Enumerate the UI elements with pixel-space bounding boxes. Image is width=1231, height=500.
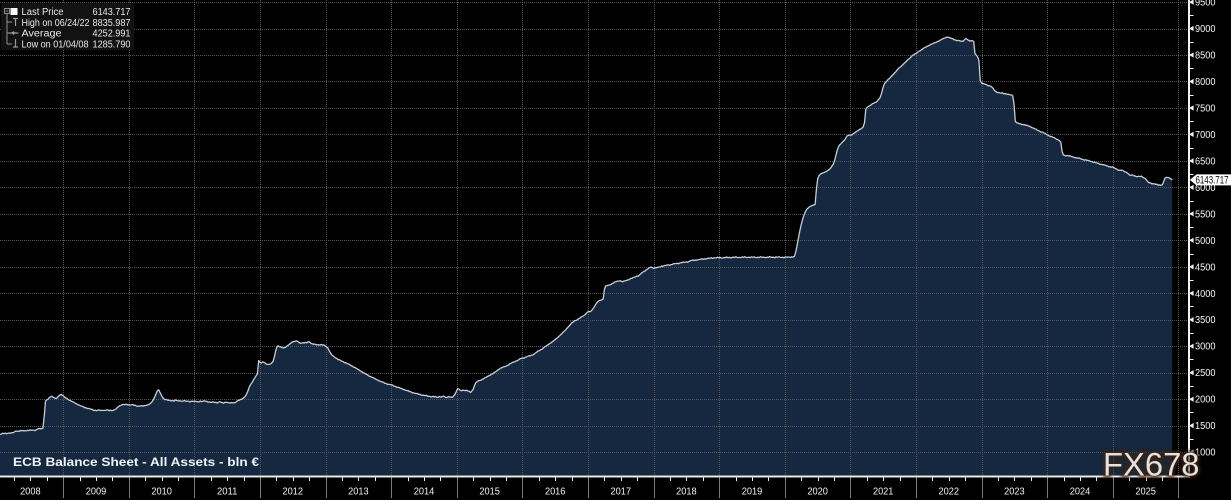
svg-text:6000: 6000	[1195, 183, 1216, 194]
svg-text:6143.717: 6143.717	[1196, 175, 1229, 187]
svg-text:8500: 8500	[1195, 51, 1216, 62]
svg-text:5500: 5500	[1195, 209, 1216, 220]
svg-text:4500: 4500	[1195, 262, 1216, 273]
svg-text:2024: 2024	[1070, 487, 1091, 498]
svg-text:3000: 3000	[1195, 342, 1216, 353]
svg-text:2020: 2020	[807, 487, 828, 498]
svg-text:2000: 2000	[1195, 395, 1216, 406]
svg-text:2012: 2012	[283, 487, 304, 498]
svg-text:2021: 2021	[873, 487, 894, 498]
svg-text:2018: 2018	[676, 487, 697, 498]
svg-text:2011: 2011	[217, 487, 238, 498]
svg-text:5000: 5000	[1195, 236, 1216, 247]
svg-text:6143.717: 6143.717	[93, 7, 131, 18]
svg-text:2009: 2009	[86, 487, 107, 498]
svg-text:2500: 2500	[1195, 368, 1216, 379]
svg-text:Low on 01/04/08: Low on 01/04/08	[22, 39, 89, 50]
svg-text:4252.991: 4252.991	[93, 29, 131, 40]
svg-text:2023: 2023	[1004, 487, 1025, 498]
svg-text:2017: 2017	[611, 487, 632, 498]
svg-text:ECB Balance Sheet - All Assets: ECB Balance Sheet - All Assets - bln €	[13, 455, 259, 469]
svg-text:8000: 8000	[1195, 77, 1216, 88]
svg-text:2019: 2019	[742, 487, 763, 498]
svg-text:FX678: FX678	[1103, 447, 1200, 483]
svg-text:2013: 2013	[348, 487, 369, 498]
svg-text:2025: 2025	[1135, 487, 1156, 498]
svg-text:2015: 2015	[479, 487, 500, 498]
svg-text:4000: 4000	[1195, 289, 1216, 300]
svg-text:FX678: FX678	[1103, 447, 1200, 483]
svg-text:Last Price: Last Price	[22, 7, 64, 18]
svg-text:2014: 2014	[414, 487, 435, 498]
svg-text:9500: 9500	[1195, 0, 1216, 9]
svg-text:9000: 9000	[1195, 24, 1216, 35]
svg-text:7000: 7000	[1195, 130, 1216, 141]
svg-text:2016: 2016	[545, 487, 566, 498]
svg-text:1285.790: 1285.790	[93, 39, 131, 50]
svg-text:High on 06/24/22: High on 06/24/22	[22, 18, 90, 29]
svg-text:7500: 7500	[1195, 104, 1216, 115]
svg-text:2008: 2008	[20, 487, 41, 498]
svg-text:2022: 2022	[939, 487, 960, 498]
svg-text:2010: 2010	[151, 487, 172, 498]
svg-text:8835.987: 8835.987	[93, 18, 131, 29]
svg-text:1500: 1500	[1195, 421, 1216, 432]
svg-text:6500: 6500	[1195, 156, 1216, 167]
svg-text:1000: 1000	[1195, 448, 1216, 459]
svg-text:3500: 3500	[1195, 315, 1216, 326]
svg-text:Average: Average	[22, 29, 62, 40]
